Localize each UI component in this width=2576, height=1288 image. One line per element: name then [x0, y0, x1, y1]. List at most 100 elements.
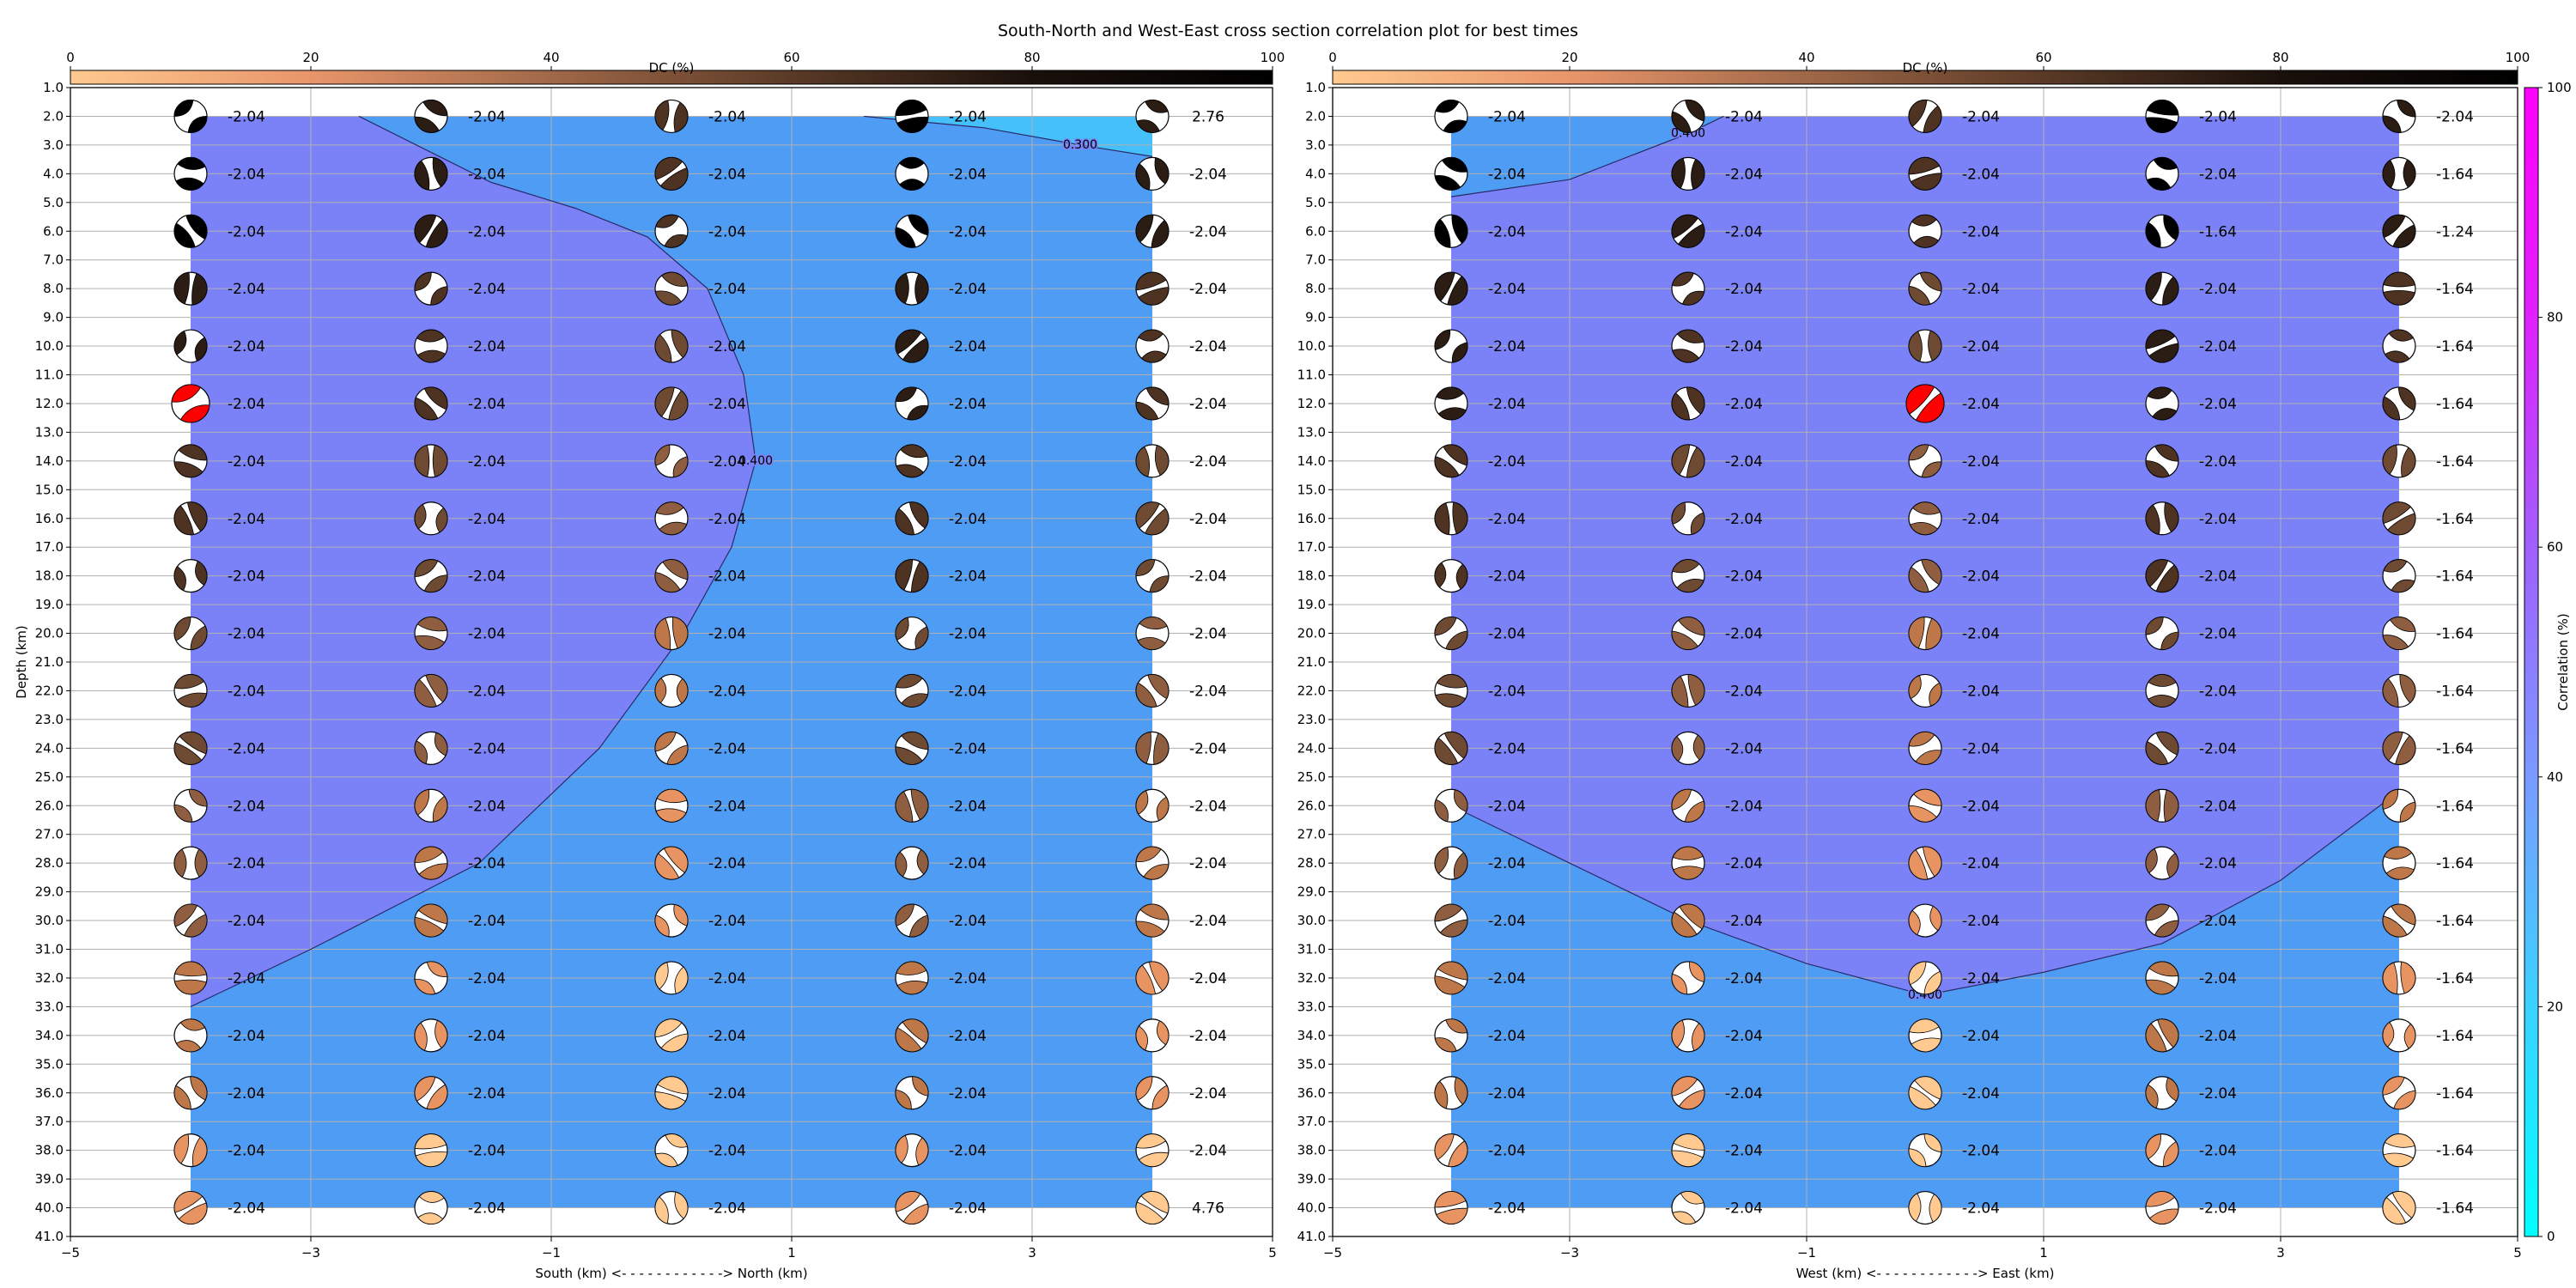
focal-mechanism-compression	[895, 272, 909, 305]
focal-mechanism-compression	[1147, 674, 1170, 700]
centroid-time-label: -1.64	[2436, 1200, 2474, 1218]
focal-mechanism	[654, 271, 689, 306]
centroid-time-label: -2.04	[1488, 281, 1526, 298]
panel1-ytick-label: 7.0	[43, 252, 64, 268]
panel1-ytick-label: 14.0	[35, 453, 64, 469]
centroid-time-label: -2.04	[949, 970, 987, 987]
panel2-ytick-label: 33.0	[1297, 999, 1326, 1014]
panel1-dc-tick-label: 40	[543, 50, 559, 65]
focal-mechanism-compression	[2382, 1076, 2405, 1096]
focal-mechanism-compression	[1673, 866, 1704, 880]
focal-mechanism	[2145, 673, 2179, 708]
centroid-time-label: -2.04	[949, 568, 987, 586]
focal-mechanism-compression	[188, 788, 208, 807]
focal-mechanism-compression	[2399, 674, 2416, 704]
focal-mechanism	[414, 903, 448, 938]
centroid-time-label: -2.04	[1488, 453, 1526, 471]
focal-mechanism-compression	[1671, 630, 1698, 650]
focal-mechanism	[2145, 903, 2179, 938]
focal-mechanism-compression	[910, 788, 929, 821]
centroid-time-label: -2.04	[1962, 453, 2000, 471]
focal-mechanism	[1434, 903, 1468, 938]
focal-mechanism	[654, 329, 689, 363]
focal-mechanism-compression	[1434, 1133, 1455, 1161]
centroid-time-label: -2.04	[1725, 223, 1763, 240]
focal-mechanism-compression	[1923, 970, 1942, 995]
focal-mechanism	[1908, 271, 1942, 306]
centroid-time-label: -2.04	[1725, 1028, 1763, 1045]
focal-mechanism	[1135, 1190, 1170, 1225]
focal-mechanism	[1135, 386, 1170, 421]
focal-mechanism	[2145, 329, 2179, 363]
focal-mechanism-compression	[1680, 1191, 1704, 1205]
focal-mechanism-compression	[416, 349, 447, 363]
correlation-colorbar	[2524, 87, 2539, 1237]
panel1-ytick-label: 9.0	[43, 310, 64, 325]
focal-mechanism	[173, 1076, 208, 1110]
focal-mechanism	[1908, 444, 1942, 478]
panel1-region-group	[191, 116, 1152, 1007]
focal-mechanism-compression	[1445, 1018, 1468, 1034]
focal-mechanism	[414, 99, 448, 134]
focal-mechanism	[1671, 1133, 1705, 1168]
focal-mechanism	[2382, 271, 2416, 306]
centroid-time-label: -2.04	[228, 970, 265, 987]
focal-mechanism-compression	[655, 808, 687, 823]
focal-mechanism	[654, 444, 689, 478]
centroid-time-label: -2.04	[708, 223, 746, 240]
centroid-time-label: -2.04	[1725, 281, 1763, 298]
focal-mechanism-compression	[179, 731, 208, 755]
focal-mechanism-compression	[173, 566, 186, 592]
focal-mechanism-compression	[176, 692, 208, 708]
panel2-dc-colorbar-label: DC (%)	[1903, 60, 1948, 76]
focal-mechanism-compression	[173, 1084, 191, 1110]
focal-mechanism-compression	[1434, 1080, 1449, 1109]
centroid-time-label: -2.04	[1189, 281, 1227, 298]
focal-mechanism-compression	[2389, 617, 2416, 632]
focal-mechanism	[1671, 271, 1705, 306]
focal-mechanism-compression	[2382, 444, 2397, 475]
centroid-time-label: -2.04	[228, 1028, 265, 1045]
focal-mechanism	[1671, 616, 1705, 651]
panel1-ytick-label: 22.0	[35, 683, 64, 698]
focal-mechanism-compression	[171, 384, 202, 403]
focal-mechanism	[173, 731, 208, 765]
panel2-ytick-label: 39.0	[1297, 1171, 1326, 1187]
focal-mechanism	[1135, 271, 1170, 306]
focal-mechanism	[895, 1076, 929, 1110]
focal-mechanism	[1908, 1190, 1942, 1225]
panel1-ytick-label: 33.0	[35, 999, 64, 1014]
centroid-time-label: -1.64	[2436, 1143, 2474, 1160]
focal-mechanism-compression	[2384, 1133, 2415, 1148]
focal-mechanism	[2145, 961, 2179, 995]
focal-mechanism-compression	[1447, 276, 1468, 306]
panel2-dc-tick-label: 60	[2035, 50, 2051, 65]
panel2-ytick-label: 1.0	[1305, 80, 1326, 95]
focal-mechanism-compression	[914, 626, 929, 650]
focal-mechanism	[173, 846, 208, 880]
focal-mechanism-compression	[2397, 100, 2416, 118]
centroid-time-label: -2.04	[949, 683, 987, 700]
focal-mechanism	[1908, 788, 1942, 823]
centroid-time-label: -2.04	[949, 1200, 987, 1218]
centroid-time-label: -2.04	[2199, 1085, 2237, 1103]
panel1-xaxis-label: South (km) <- - - - - - - - - - - -> Nor…	[535, 1266, 807, 1281]
focal-mechanism-compression	[2154, 444, 2179, 462]
centroid-time-label: -2.04	[949, 511, 987, 528]
focal-mechanism-compression	[2382, 915, 2408, 938]
centroid-time-label: -2.04	[949, 338, 987, 355]
focal-mechanism-compression	[1135, 401, 1159, 421]
focal-mechanism-compression	[2147, 386, 2172, 399]
focal-mechanism-compression	[655, 1152, 678, 1168]
focal-mechanism-compression	[1689, 961, 1705, 983]
panel2-ytick-label: 20.0	[1297, 626, 1326, 641]
panel1-contour-label: 0.300	[1063, 138, 1097, 152]
focal-mechanism-compression	[186, 501, 208, 532]
centroid-time-label: -2.04	[1189, 1028, 1227, 1045]
centroid-time-label: -2.04	[2199, 396, 2237, 413]
focal-mechanism-compression	[895, 1191, 921, 1212]
centroid-time-label: -2.04	[1189, 970, 1227, 987]
panel1-ytick-label: 38.0	[35, 1143, 64, 1158]
focal-mechanism-compression	[1154, 157, 1170, 185]
focal-mechanism-compression	[895, 746, 923, 765]
